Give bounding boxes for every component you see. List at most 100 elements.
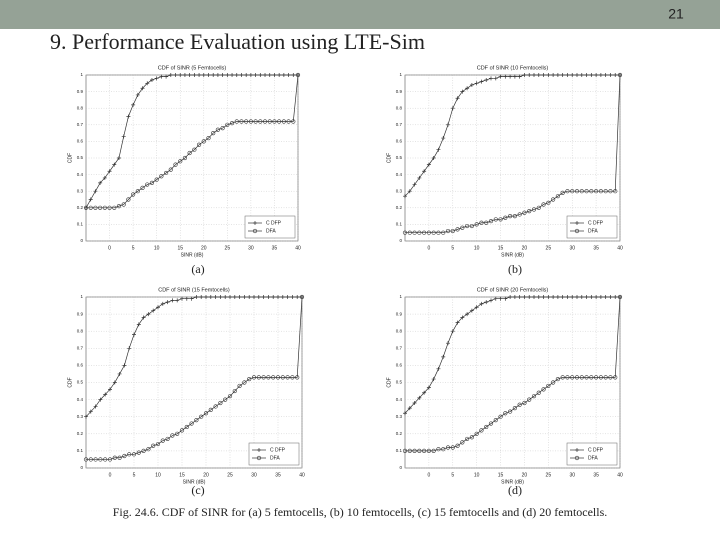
data-point <box>565 73 570 77</box>
data-point <box>98 180 103 185</box>
data-point <box>455 227 460 232</box>
y-tick-label: 0.5 <box>396 380 403 385</box>
y-tick-label: 0.6 <box>77 139 84 144</box>
x-tick-label: 25 <box>546 245 552 251</box>
legend-marker <box>253 221 257 225</box>
data-point <box>574 375 580 380</box>
data-point <box>536 73 541 77</box>
data-point <box>541 202 546 207</box>
data-point <box>551 73 556 77</box>
x-tick-label: 40 <box>295 245 301 251</box>
data-point <box>229 121 235 126</box>
data-point <box>184 424 189 430</box>
data-point <box>402 230 408 235</box>
legend-label: C DFP <box>266 220 282 226</box>
x-tick-label: 15 <box>177 245 183 251</box>
data-point <box>136 450 141 455</box>
data-point <box>469 223 474 229</box>
data-point <box>132 332 136 337</box>
series-line <box>86 296 303 460</box>
data-point <box>295 72 301 78</box>
data-point <box>108 387 112 392</box>
data-point <box>266 295 271 299</box>
data-point <box>474 81 479 86</box>
data-point <box>154 177 159 182</box>
x-tick-label: 30 <box>251 472 257 478</box>
data-point <box>536 295 541 299</box>
data-point <box>555 73 560 77</box>
data-point <box>479 301 484 306</box>
data-point <box>469 435 474 440</box>
data-point <box>93 189 98 194</box>
data-point <box>180 296 184 301</box>
data-point <box>102 205 107 210</box>
y-axis-label: CDF <box>67 153 73 163</box>
chart: 00.10.20.30.40.50.60.70.80.910 5 10 15 20 25 3… <box>386 287 623 485</box>
x-tick-label: 10 <box>474 245 480 251</box>
data-point <box>131 102 136 107</box>
slide-number: 21 <box>668 6 684 22</box>
data-point <box>469 308 474 313</box>
data-point <box>560 190 565 195</box>
data-point <box>145 81 150 86</box>
data-point <box>244 73 249 77</box>
data-point <box>179 428 185 433</box>
panel-label: (b) <box>508 262 522 276</box>
data-point <box>493 296 498 301</box>
x-tick-label: 0 <box>427 472 430 478</box>
y-tick-label: 0 <box>80 465 83 470</box>
data-point <box>253 73 258 77</box>
data-point <box>426 230 431 235</box>
y-tick-label: 0.2 <box>396 205 403 210</box>
data-point <box>565 295 570 299</box>
data-point <box>127 346 132 351</box>
data-point <box>512 406 517 411</box>
y-axis-label: CDF <box>386 153 392 163</box>
series-line <box>85 296 302 417</box>
data-point <box>584 189 589 194</box>
y-tick-label: 0 <box>399 465 402 470</box>
data-point <box>286 73 291 77</box>
data-point <box>275 375 281 380</box>
x-tick-label: 25 <box>227 472 233 478</box>
data-point <box>417 175 422 180</box>
data-point <box>116 156 121 160</box>
data-point <box>175 298 180 303</box>
data-point <box>570 189 575 194</box>
data-point <box>484 220 489 225</box>
data-point <box>426 448 431 454</box>
data-point <box>531 394 537 399</box>
data-point <box>267 73 272 77</box>
data-point <box>555 194 560 199</box>
data-point <box>407 448 412 454</box>
data-point <box>228 295 232 299</box>
data-point <box>522 400 527 406</box>
y-tick-label: 0 <box>80 238 83 243</box>
series-line <box>404 74 620 197</box>
data-point <box>546 295 551 299</box>
data-point <box>589 375 594 380</box>
x-tick-label: 30 <box>248 245 254 251</box>
data-point <box>445 228 451 234</box>
data-point <box>598 375 603 380</box>
data-point <box>136 322 141 327</box>
data-point <box>281 73 286 77</box>
data-point <box>237 295 242 299</box>
x-tick-label: 25 <box>225 245 231 251</box>
data-point <box>160 301 165 306</box>
legend-box <box>248 442 300 466</box>
y-tick-label: 0.3 <box>396 188 403 193</box>
data-point <box>594 375 599 380</box>
data-point <box>98 397 103 402</box>
data-point <box>555 376 560 382</box>
y-tick-label: 0.2 <box>77 205 84 210</box>
chart: 00.10.20.30.40.50.60.70.80.910 5 10 15 20 25 3… <box>386 65 623 258</box>
data-point <box>112 380 117 385</box>
data-point <box>426 162 431 167</box>
data-point <box>431 377 436 382</box>
data-point <box>277 119 282 124</box>
data-point <box>617 72 623 78</box>
data-point <box>417 448 422 454</box>
x-tick-label: 35 <box>593 472 599 478</box>
data-point <box>213 404 218 409</box>
